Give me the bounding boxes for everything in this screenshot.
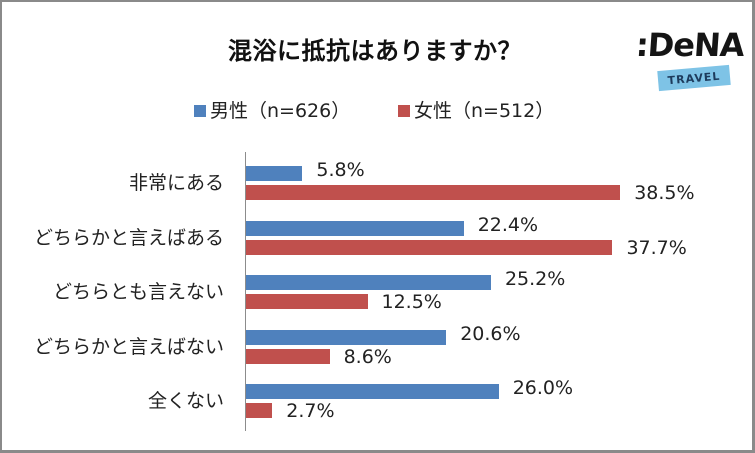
category-axis-line [245,152,246,431]
bar-female [246,348,330,364]
category-label: どちらとも言えない [52,281,224,304]
legend-item-male: 男性（n=626） [194,96,350,123]
data-label-male: 5.8% [316,159,365,181]
category-label: 全くない [147,390,224,413]
bar-male [246,166,303,181]
data-label-female: 12.5% [381,291,442,314]
bar-male [246,329,447,345]
bar-male [246,275,491,291]
legend-label-male: 男性（n=626） [210,100,351,122]
bar-female [246,239,613,255]
legend-swatch-male-icon [194,105,206,117]
data-label-male: 25.2% [504,268,566,291]
bar-male [246,384,499,400]
bar-male [246,220,464,236]
data-label-female: 38.5% [634,182,695,204]
chart-title: 混浴に抵抗はありますか？ [228,37,522,65]
data-label-male: 20.6% [460,322,521,345]
data-label-female: 2.7% [286,400,335,423]
legend-label-female: 女性（n=512） [414,100,555,122]
bar-female [246,185,621,200]
category-label: どちらかと言えばない [33,335,224,358]
bar-female [246,403,273,419]
data-label-male: 22.4% [477,213,539,236]
data-label-male: 26.0% [512,377,574,400]
category-label: 非常にある [128,172,224,194]
chart-legend: 男性（n=626） 女性（n=512） [0,96,755,122]
legend-item-female: 女性（n=512） [398,96,554,123]
bar-female [246,294,368,310]
category-label: どちらかと言えばある [33,226,224,249]
data-label-female: 8.6% [343,345,392,368]
data-label-female: 37.7% [626,236,687,259]
legend-swatch-female-icon [398,105,410,117]
